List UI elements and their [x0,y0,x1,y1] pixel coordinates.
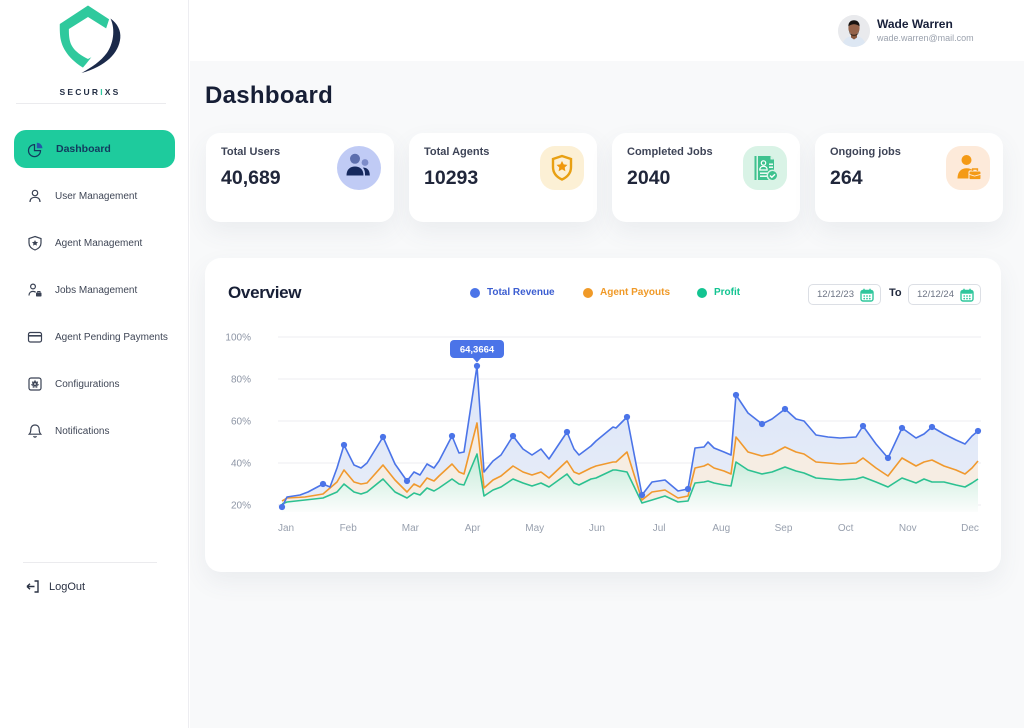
svg-text:20%: 20% [231,501,251,512]
svg-text:Feb: Feb [340,523,358,534]
svg-text:Jun: Jun [589,523,605,534]
svg-text:40%: 40% [231,459,251,470]
svg-text:Nov: Nov [899,523,917,534]
svg-text:Oct: Oct [838,523,854,534]
svg-text:Mar: Mar [402,523,420,534]
svg-text:Jul: Jul [653,523,666,534]
svg-text:Apr: Apr [465,523,481,534]
svg-text:Jan: Jan [278,523,294,534]
svg-text:Aug: Aug [712,523,730,534]
svg-text:Dec: Dec [961,523,979,534]
svg-text:60%: 60% [231,417,251,428]
svg-text:May: May [525,523,544,534]
svg-text:Sep: Sep [775,523,793,534]
svg-text:80%: 80% [231,375,251,386]
svg-text:64,3664: 64,3664 [460,345,495,356]
svg-text:100%: 100% [225,333,251,344]
